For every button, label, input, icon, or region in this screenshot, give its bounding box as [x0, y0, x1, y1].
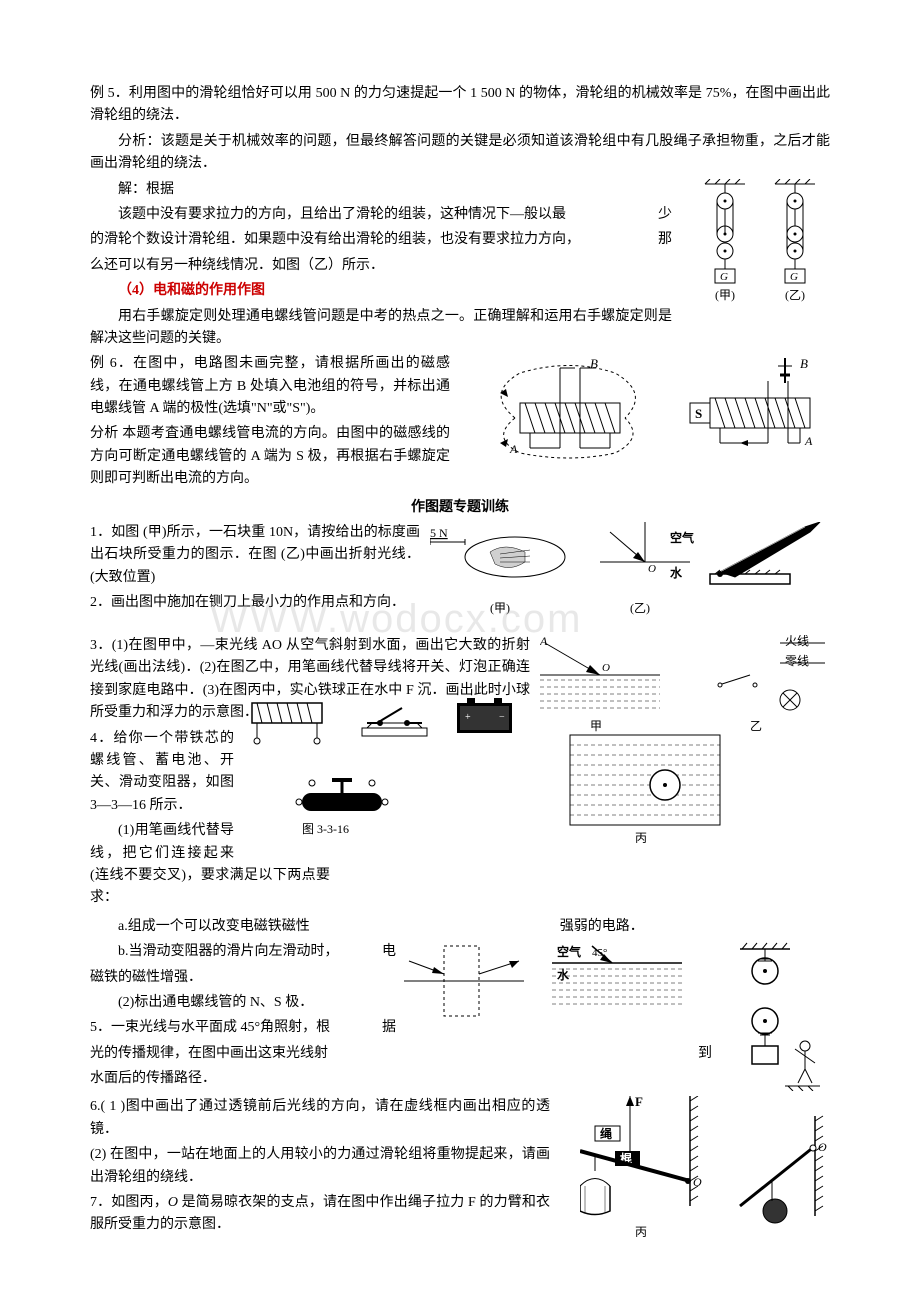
svg-text:空气: 空气 [670, 530, 694, 545]
q4-figure: + − 图 3-3-16 [242, 698, 532, 848]
svg-text:(甲): (甲) [490, 601, 510, 615]
q4-block: + − 图 3-3-16 4．给你一个带铁芯的螺线管、蓄电池、开关、滑动变阻器，… [90, 728, 830, 910]
q7-figure: F 绳 棍 O 丙 [580, 1096, 830, 1246]
svg-text:F: F [635, 1096, 643, 1109]
q2-text: 2．画出图中施加在铡刀上最小力的作用点和方向． [90, 592, 420, 614]
q5-3: 水面后的传播路径． [90, 1068, 830, 1090]
q1-text: 1．如图 (甲)所示，一石块重 10N，请按给出的标度画出石块所受重力的图示．在… [90, 522, 420, 589]
svg-text:B: B [800, 356, 808, 371]
svg-text:空气: 空气 [557, 944, 581, 959]
svg-text:图 3-3-16: 图 3-3-16 [302, 822, 349, 836]
section4-intro: 用右手螺旋定则处理通电螺线管问题是中考的热点之一。正确理解和运用右手螺旋定则是解… [90, 306, 830, 351]
svg-text:(乙): (乙) [785, 288, 805, 302]
q5-light-figure: 空气 45° 水 [552, 941, 692, 1021]
q5-pulley-figure [720, 941, 830, 1091]
example-6: B A [90, 353, 830, 490]
svg-text:−: − [499, 712, 505, 723]
example5-figure: G (甲) G (乙) [680, 179, 830, 309]
svg-text:O: O [818, 1140, 827, 1154]
example6-figure: B A [460, 353, 830, 473]
svg-text:火线: 火线 [785, 635, 809, 648]
training-title: 作图题专题训练 [90, 497, 830, 519]
svg-text:(乙): (乙) [630, 601, 650, 615]
q4-req-a: a.组成一个可以改变电磁铁磁性强弱的电路． [90, 916, 830, 938]
svg-text:+: + [465, 712, 471, 723]
svg-text:O: O [693, 1175, 702, 1189]
q1-q2-block: WWW.wodocx.com 5 N (甲) 空气 水 [90, 522, 830, 615]
q6-text1: 6.( 1 )图中画出了通过透镜前后光线的方向，请在虚线框内画出相应的透镜． [90, 1096, 550, 1141]
svg-text:(甲): (甲) [715, 288, 735, 302]
svg-text:G: G [790, 271, 798, 283]
example6-text1: 例 6．在图中，电路图未画完整，请根据所画出的磁感线，在通电螺线管上方 B 处填… [90, 353, 450, 420]
q6-text2: (2) 在图中，一站在地面上的人用较小的力通过滑轮组将重物提起来，请画出滑轮组的… [90, 1144, 550, 1189]
q6-q7-block: F 绳 棍 O 丙 [90, 1096, 830, 1236]
q5-2: 光的传播规律，在图中画出这束光线射到 [90, 1043, 830, 1065]
svg-text:A: A [509, 442, 518, 456]
example5-title: 例 5．利用图中的滑轮组恰好可以用 500 N 的力匀速提起一个 1 500 N… [90, 83, 830, 128]
q5-block: 空气 45° 水 b.当滑动变阻器的滑片向左 [90, 941, 830, 1090]
q1-q2-figures: 5 N (甲) 空气 水 O (乙) [430, 522, 830, 632]
svg-text:5 N: 5 N [430, 526, 448, 540]
svg-text:绳: 绳 [600, 1126, 612, 1141]
svg-text:O: O [602, 662, 610, 674]
svg-text:B: B [590, 356, 598, 371]
svg-text:A: A [804, 434, 813, 448]
example6-text2: 分析 本题考査通电螺线管电流的方向。由图中的磁感线的方向可断定通电螺线管的 A … [90, 423, 450, 490]
svg-text:丙: 丙 [635, 1225, 647, 1239]
svg-text:A: A [540, 635, 548, 648]
svg-text:水: 水 [670, 565, 683, 580]
svg-text:G: G [720, 271, 728, 283]
svg-text:S: S [695, 406, 702, 421]
q7-text: 7．如图丙，O 是简易晾衣架的支点，请在图中作出绳子拉力 F 的力臂和衣服所受重… [90, 1192, 550, 1237]
svg-text:O: O [648, 563, 656, 575]
example5-analysis: 分析：该题是关于机械效率的问题，但最终解答问题的关键是必须知道该滑轮组中有几股绳… [90, 131, 830, 176]
lens-figure [404, 941, 524, 1021]
svg-text:零线: 零线 [785, 654, 809, 668]
example-5: 例 5．利用图中的滑轮组恰好可以用 500 N 的力匀速提起一个 1 500 N… [90, 83, 830, 277]
